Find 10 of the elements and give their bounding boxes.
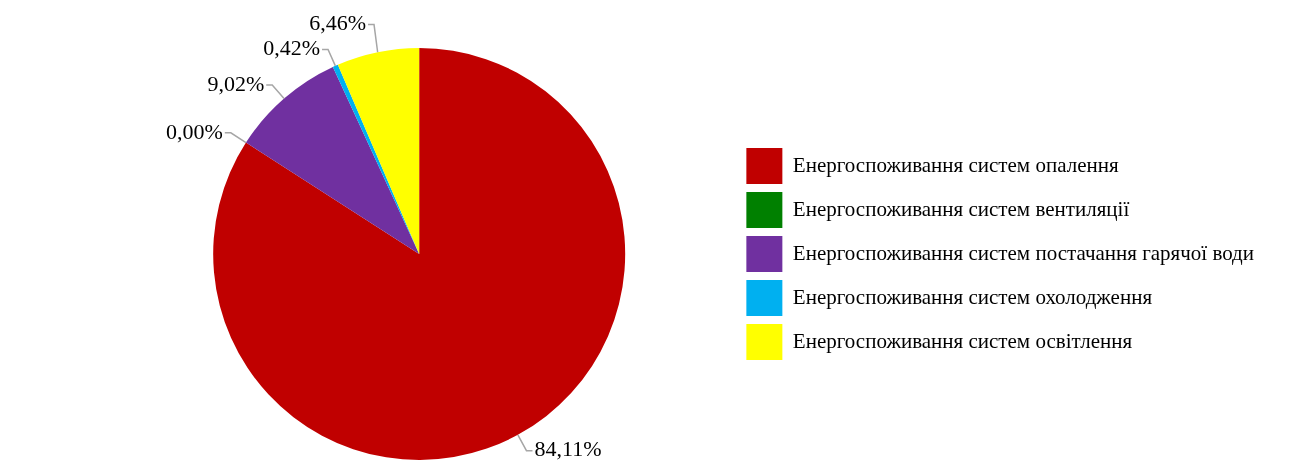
legend-label: Енергоспоживання систем охолодження [792,284,1153,309]
data-label: 84,11% [534,436,602,462]
legend-label: Енергоспоживання систем опалення [792,152,1119,177]
data-label: 9,02% [207,70,265,96]
legend-label: Енергоспоживання систем освітлення [792,328,1133,353]
legend-label: Енергоспоживання систем вентиляції [792,196,1130,221]
data-label: 6,46% [309,10,367,36]
data-label: 0,42% [263,35,321,61]
text: 0,00% [166,118,223,144]
legend-label: Енергоспоживання систем постачання гарячої води [792,240,1254,265]
